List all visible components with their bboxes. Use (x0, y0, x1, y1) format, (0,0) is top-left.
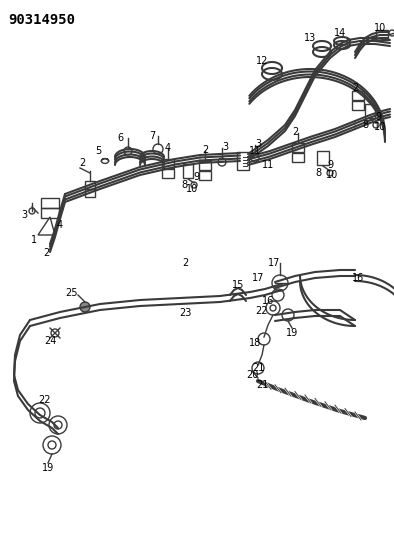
Bar (317, 151, 329, 165)
Text: 2: 2 (352, 83, 358, 93)
Text: 10: 10 (186, 184, 198, 194)
Bar (352, 101, 364, 109)
Text: 19: 19 (286, 328, 298, 338)
Bar (41, 208, 59, 218)
Text: 1: 1 (31, 235, 37, 245)
Text: 10: 10 (326, 170, 338, 180)
Text: 10: 10 (374, 23, 386, 33)
Bar (183, 164, 193, 178)
Text: 10: 10 (374, 122, 386, 132)
Text: 9: 9 (193, 172, 199, 182)
Text: 22: 22 (39, 395, 51, 405)
Text: 24: 24 (44, 336, 56, 346)
Text: 9: 9 (327, 160, 333, 170)
Text: 8: 8 (362, 120, 368, 130)
Text: 19: 19 (42, 463, 54, 473)
Text: 20: 20 (246, 370, 258, 380)
Text: 8: 8 (181, 180, 187, 190)
Bar (199, 160, 211, 169)
Text: 16: 16 (352, 273, 364, 283)
Text: 21: 21 (256, 380, 268, 390)
Text: 21: 21 (252, 363, 264, 373)
Text: 2: 2 (292, 127, 298, 137)
Text: 4: 4 (165, 143, 171, 153)
Text: 11: 11 (249, 146, 261, 156)
Text: 22: 22 (256, 306, 268, 316)
Text: 7: 7 (149, 131, 155, 141)
Bar (352, 91, 364, 100)
Text: 3: 3 (222, 142, 228, 152)
Text: 5: 5 (95, 146, 101, 156)
Text: 17: 17 (268, 258, 280, 268)
Text: 23: 23 (179, 308, 191, 318)
Bar (376, 30, 388, 40)
Text: 90314950: 90314950 (8, 13, 75, 27)
Text: 18: 18 (249, 338, 261, 348)
Text: 2: 2 (182, 258, 188, 268)
Text: 3: 3 (21, 210, 27, 220)
Text: 6: 6 (117, 133, 123, 143)
Text: 8: 8 (315, 168, 321, 178)
Text: 9: 9 (375, 112, 381, 122)
Text: 13: 13 (304, 33, 316, 43)
Bar (237, 152, 249, 170)
Bar (199, 171, 211, 180)
Text: 3: 3 (255, 139, 261, 149)
Text: 2: 2 (43, 248, 49, 258)
Text: 16: 16 (262, 296, 274, 306)
Text: 12: 12 (256, 56, 268, 66)
Text: 2: 2 (202, 145, 208, 155)
Text: 25: 25 (66, 288, 78, 298)
Bar (162, 168, 174, 177)
Circle shape (80, 302, 90, 312)
Text: 2: 2 (79, 158, 85, 168)
Bar (292, 152, 304, 161)
Bar (41, 198, 59, 208)
Bar (365, 104, 375, 118)
Text: 11: 11 (262, 160, 274, 170)
Text: 17: 17 (252, 273, 264, 283)
Bar (85, 181, 95, 189)
Text: 15: 15 (232, 280, 244, 290)
Bar (85, 189, 95, 197)
Bar (292, 142, 304, 151)
Text: 4: 4 (57, 220, 63, 230)
Text: 14: 14 (334, 28, 346, 38)
Bar (162, 158, 174, 167)
